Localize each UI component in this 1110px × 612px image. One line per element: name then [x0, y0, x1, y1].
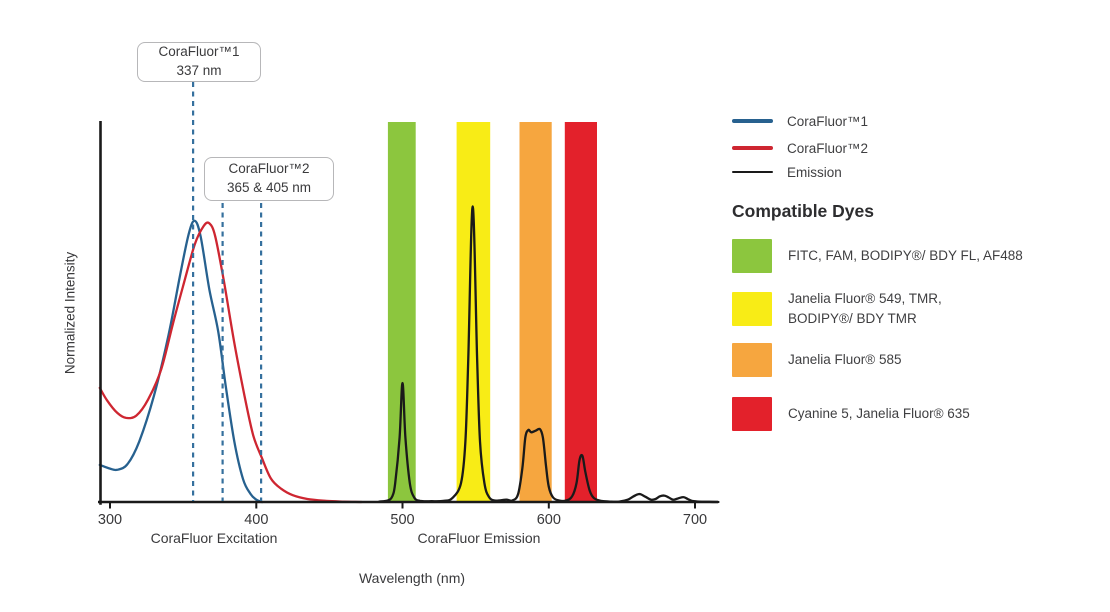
filter-band-0: [387, 122, 416, 502]
filter-band-1: [456, 122, 491, 502]
x-tick-label-700: 700: [683, 512, 707, 528]
emission-caption: CoraFluor Emission: [417, 530, 541, 546]
yellow-dye-label-line2: BODIPY®/ BDY TMR: [788, 311, 917, 327]
orange-dye-swatch: [732, 343, 772, 377]
compatible-dyes-heading: Compatible Dyes: [732, 201, 874, 221]
callout-corafluor2-value: 365 & 405 nm: [226, 180, 312, 195]
x-axis-ticks: 300 400 500 600 700: [98, 502, 707, 528]
curve-corafluor-2: [98, 221, 363, 504]
x-tick-label-300: 300: [98, 512, 122, 528]
filter-bands: [387, 122, 597, 502]
callout-corafluor2: CoraFluor™2 365 & 405 nm: [204, 157, 334, 201]
callout-corafluor1-name: CoraFluor™1: [158, 44, 240, 60]
dye-row-green: FITC, FAM, BODIPY®/ BDY FL, AF488: [732, 239, 1023, 273]
plot-axes: [98, 121, 718, 505]
y-axis-label: Normalized Intensity: [62, 251, 78, 375]
corafluor1-line-swatch: [732, 119, 773, 123]
curve-corafluor-1: [98, 219, 264, 504]
callout-corafluor1: CoraFluor™1 337 nm: [137, 42, 261, 82]
x-axis-label: Wavelength (nm): [358, 570, 466, 586]
yellow-dye-label: Janelia Fluor® 549, TMR, BODIPY®/ BDY TM…: [788, 289, 942, 330]
red-dye-swatch: [732, 397, 772, 431]
green-dye-swatch: [732, 239, 772, 273]
callout-corafluor1-value: 337 nm: [176, 63, 222, 78]
legend-label-emission: Emission: [787, 164, 842, 180]
legend-label-corafluor2: CoraFluor™2: [787, 140, 869, 156]
filter-band-3: [564, 122, 597, 502]
guide-lines: [192, 82, 263, 501]
legend-item-corafluor1: CoraFluor™1: [732, 112, 868, 130]
legend-item-emission: Emission: [732, 163, 842, 181]
yellow-dye-label-line1: Janelia Fluor® 549, TMR,: [788, 291, 942, 306]
excitation-caption: CoraFluor Excitation: [150, 530, 278, 546]
dye-row-orange: Janelia Fluor® 585: [732, 343, 902, 377]
orange-dye-label: Janelia Fluor® 585: [788, 351, 902, 367]
x-tick-label-600: 600: [537, 512, 561, 528]
dye-row-red: Cyanine 5, Janelia Fluor® 635: [732, 397, 970, 431]
callout-corafluor2-name: CoraFluor™2: [228, 161, 310, 177]
yellow-dye-swatch: [732, 292, 772, 327]
green-dye-label: FITC, FAM, BODIPY®/ BDY FL, AF488: [788, 247, 1023, 263]
red-dye-label: Cyanine 5, Janelia Fluor® 635: [788, 405, 970, 421]
corafluor2-line-swatch: [732, 146, 773, 150]
dye-row-yellow: Janelia Fluor® 549, TMR, BODIPY®/ BDY TM…: [732, 289, 942, 330]
spectra-plot: 300 400 500 600 700: [98, 82, 720, 528]
x-tick-label-400: 400: [244, 512, 268, 528]
legend-label-corafluor1: CoraFluor™1: [787, 113, 869, 129]
x-tick-label-500: 500: [390, 512, 414, 528]
legend-item-corafluor2: CoraFluor™2: [732, 139, 868, 157]
emission-line-swatch: [732, 170, 773, 174]
